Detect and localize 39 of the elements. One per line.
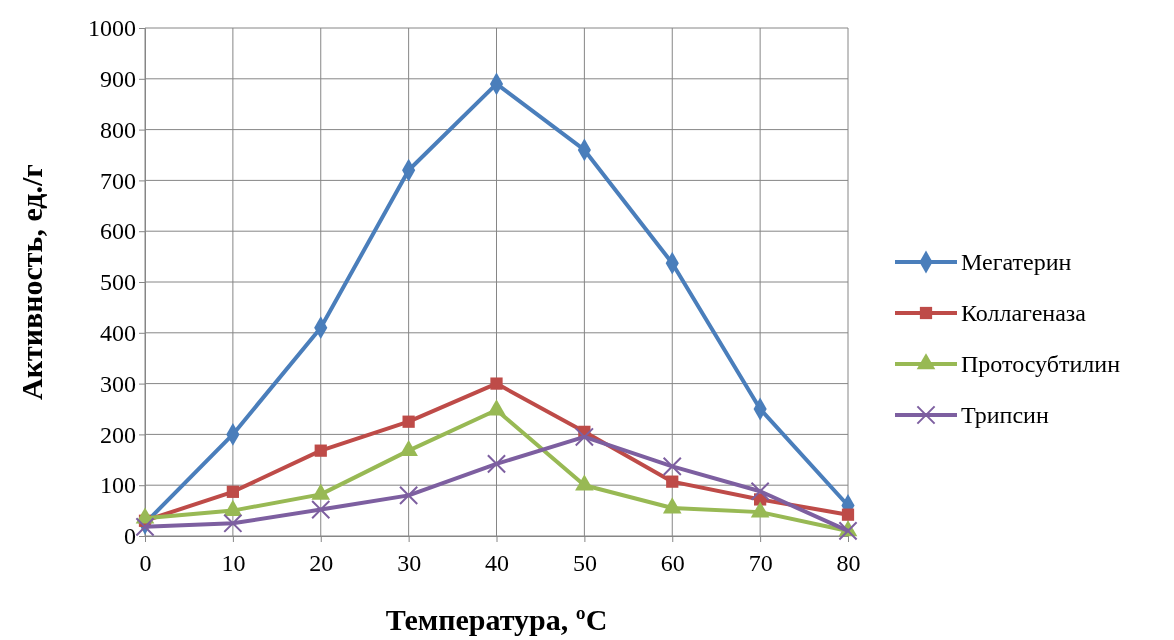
y-tick-label: 200 (100, 421, 136, 448)
y-tick-label: 700 (100, 167, 136, 194)
y-tick-label: 0 (124, 523, 136, 550)
y-tick-label: 900 (100, 65, 136, 92)
x-axis-title: Температура, ºC (385, 603, 608, 636)
x-tick-label: 80 (836, 550, 861, 577)
point (399, 485, 419, 505)
point (750, 481, 770, 501)
y-axis-title: Активность, ед./г (15, 164, 48, 400)
y-tick-label: 300 (100, 370, 136, 397)
point (574, 427, 594, 447)
y-tick-label: 100 (100, 472, 136, 499)
x-tick-label: 20 (309, 550, 334, 577)
legend-label: Коллагеназа (961, 300, 1087, 326)
y-tick-label: 1000 (88, 15, 136, 42)
point (666, 475, 679, 488)
point (662, 456, 682, 477)
point (223, 513, 243, 533)
x-tick-label: 60 (660, 550, 685, 577)
point (402, 415, 415, 428)
y-tick-label: 500 (100, 269, 136, 296)
legend-label: Протосубтилин (961, 351, 1121, 377)
point (486, 454, 507, 474)
x-tick-label: 70 (748, 550, 773, 577)
point (135, 517, 155, 537)
y-tick-label: 400 (100, 319, 136, 346)
x-tick-label: 10 (221, 550, 246, 577)
x-tick-label: 40 (485, 550, 509, 577)
y-tick-label: 800 (100, 116, 136, 143)
point (314, 444, 327, 457)
point (226, 485, 239, 498)
y-tick-label: 600 (100, 218, 136, 245)
x-tick-label: 50 (572, 550, 597, 577)
legend-label: Трипсин (961, 402, 1049, 428)
x-tick-label: 30 (397, 550, 422, 577)
point (311, 499, 331, 520)
legend-label: Мегатерин (961, 249, 1072, 275)
point (490, 377, 503, 390)
point (841, 508, 855, 521)
